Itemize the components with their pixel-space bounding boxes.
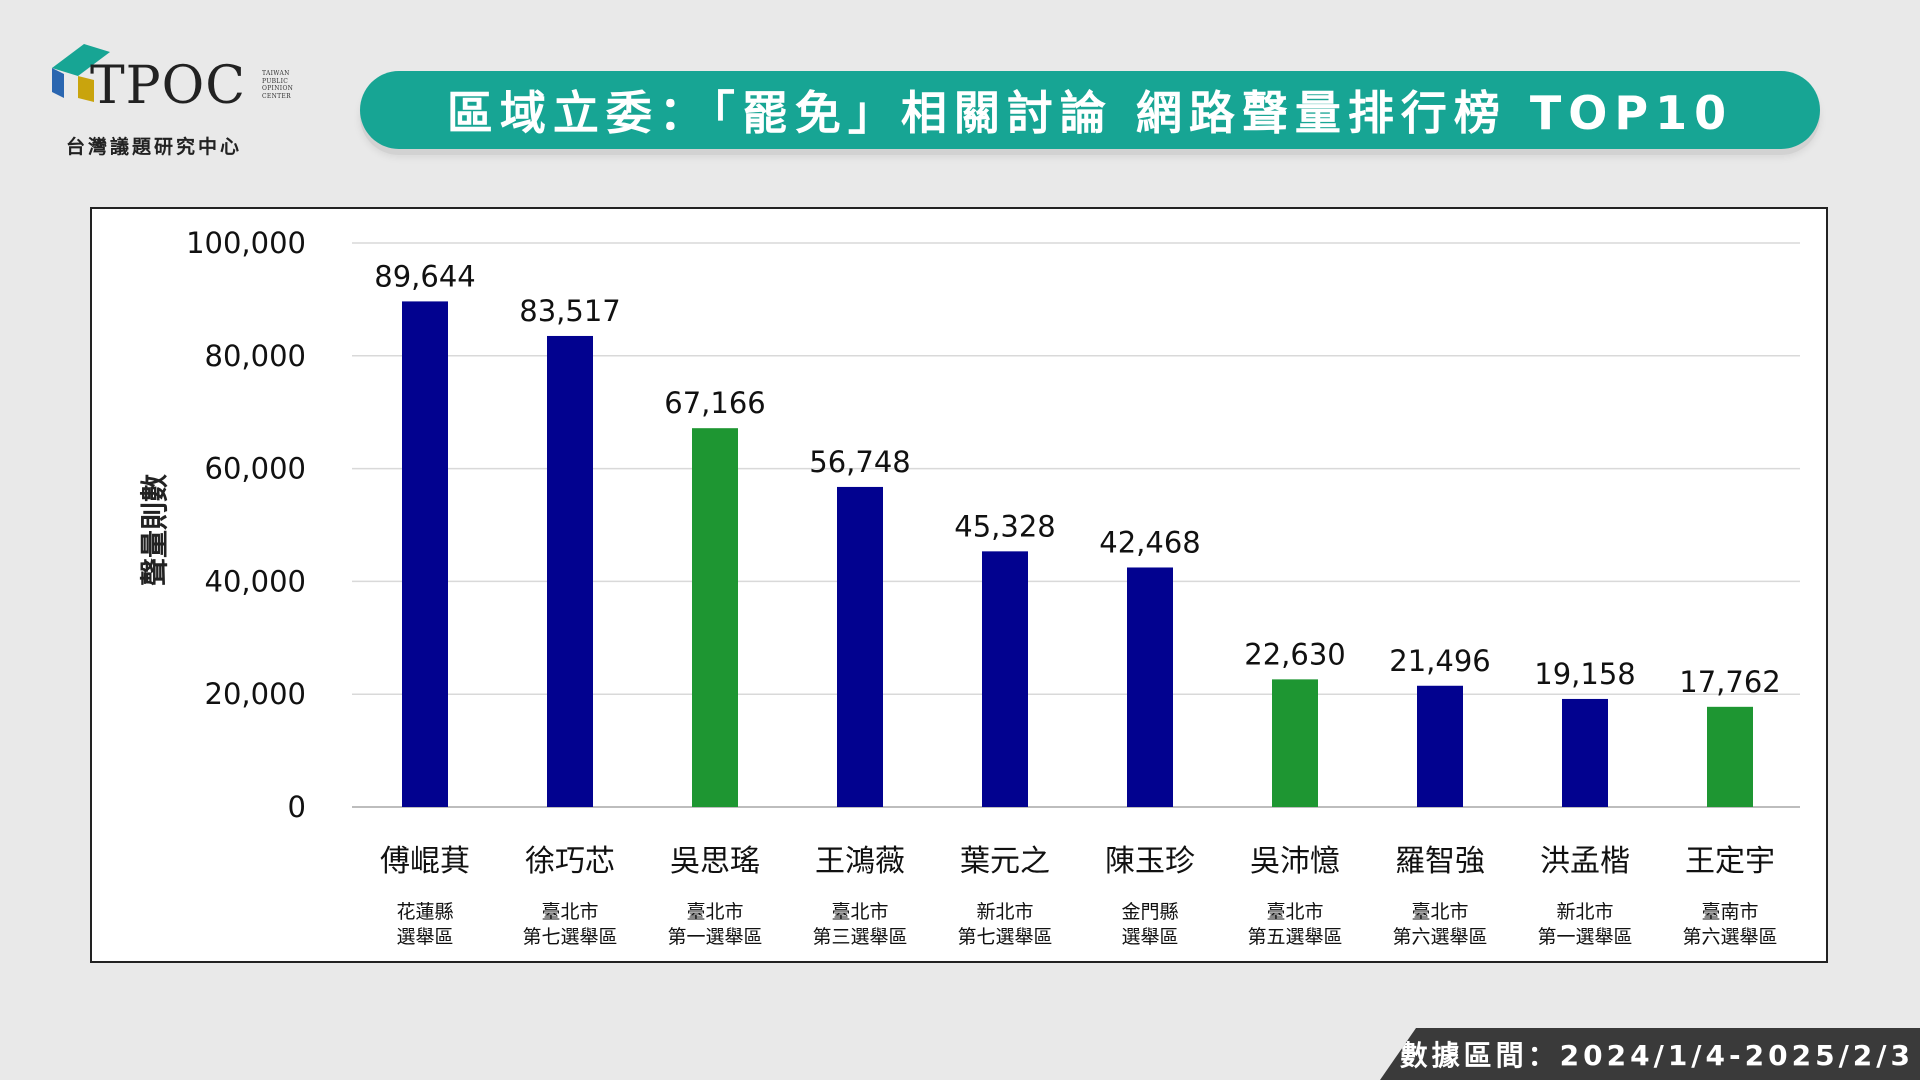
bar-2 — [547, 335, 593, 807]
data-label: 67,166 — [664, 386, 765, 420]
logo-wordmark: TPOC — [90, 56, 247, 116]
bar-1 — [402, 301, 448, 807]
x-tick-label-name: 王鴻薇 — [815, 844, 905, 879]
data-label: 42,468 — [1099, 525, 1200, 559]
x-tick-label-district: 第七選舉區 — [522, 926, 617, 948]
bar-4 — [837, 486, 883, 807]
tpoc-logo: TPOC TAIWAN PUBLIC OPINION CENTER 台灣議題研究… — [50, 40, 310, 160]
data-label: 21,496 — [1389, 644, 1490, 678]
x-tick-label-district: 選舉區 — [1121, 926, 1178, 948]
title-banner: 區域立委：「罷免」相關討論 網路聲量排行榜 TOP10 — [360, 71, 1820, 149]
x-tick-label-name: 王定宇 — [1685, 844, 1775, 879]
data-label: 89,644 — [374, 259, 475, 293]
y-tick-label: 40,000 — [205, 564, 306, 598]
x-tick-label-name: 吳沛憶 — [1250, 844, 1340, 879]
x-tick-label-name: 傅崐萁 — [380, 844, 470, 879]
x-tick-label-district: 第三選舉區 — [812, 926, 907, 948]
data-label: 22,630 — [1244, 637, 1345, 671]
chart-frame — [90, 207, 1828, 963]
x-tick-label-district: 第六選舉區 — [1682, 926, 1777, 948]
y-tick-label: 80,000 — [205, 339, 306, 373]
y-axis-label: 聲量則數 — [138, 473, 171, 587]
x-tick-label-district: 臺南市 — [1701, 901, 1758, 923]
x-tick-label-district: 選舉區 — [396, 926, 453, 948]
x-tick-label-name: 陳玉珍 — [1105, 844, 1195, 879]
x-tick-label-district: 臺北市 — [831, 901, 888, 923]
x-tick-label-district: 第一選舉區 — [667, 926, 762, 948]
bar-6 — [1127, 567, 1173, 807]
x-tick-label-district: 臺北市 — [541, 901, 598, 923]
x-tick-label-name: 羅智強 — [1395, 844, 1485, 879]
page-title: 區域立委：「罷免」相關討論 網路聲量排行榜 TOP10 — [446, 86, 1734, 140]
bar-10 — [1707, 706, 1753, 807]
x-tick-label-district: 新北市 — [1556, 901, 1613, 923]
y-tick-label: 100,000 — [186, 226, 306, 260]
bar-9 — [1562, 698, 1608, 807]
bar-3 — [692, 428, 738, 807]
x-tick-label-district: 第五選舉區 — [1247, 926, 1342, 948]
data-label: 45,328 — [954, 509, 1055, 543]
x-tick-label-district: 新北市 — [976, 901, 1033, 923]
x-tick-label-district: 臺北市 — [1411, 901, 1468, 923]
x-tick-label-district: 第六選舉區 — [1392, 926, 1487, 948]
x-tick-label-name: 吳思瑤 — [670, 844, 760, 879]
data-label: 17,762 — [1679, 665, 1780, 699]
x-tick-label-name: 葉元之 — [960, 844, 1050, 879]
y-tick-label: 60,000 — [205, 452, 306, 486]
x-tick-label-district: 臺北市 — [686, 901, 743, 923]
bar-5 — [982, 551, 1028, 807]
bar-7 — [1272, 679, 1318, 807]
data-label: 83,517 — [519, 294, 620, 328]
y-tick-label: 0 — [288, 790, 306, 824]
data-label: 56,748 — [809, 445, 910, 479]
x-tick-label-district: 第七選舉區 — [957, 926, 1052, 948]
bar-8 — [1417, 685, 1463, 807]
x-tick-label-district: 花蓮縣 — [396, 901, 453, 923]
logo-subtitle: 台灣議題研究中心 — [66, 136, 243, 158]
tpoc-logo-mark-icon — [52, 44, 110, 102]
x-tick-label-name: 徐巧芯 — [525, 844, 615, 879]
x-tick-label-district: 金門縣 — [1121, 901, 1178, 923]
date-range-text: 數據區間：2024/1/4-2025/2/3 — [1399, 1039, 1914, 1072]
date-range-footer: 數據區間：2024/1/4-2025/2/3 — [1380, 1028, 1920, 1080]
data-label: 19,158 — [1534, 657, 1635, 691]
x-tick-label-district: 第一選舉區 — [1537, 926, 1632, 948]
x-tick-label-district: 臺北市 — [1266, 901, 1323, 923]
x-tick-label-name: 洪孟楷 — [1540, 844, 1630, 879]
logo-side-text: TAIWAN PUBLIC OPINION CENTER — [262, 70, 294, 100]
y-tick-label: 20,000 — [205, 677, 306, 711]
